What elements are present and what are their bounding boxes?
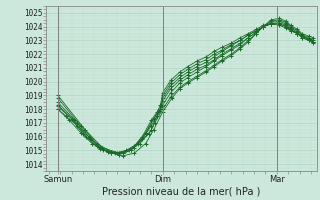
X-axis label: Pression niveau de la mer( hPa ): Pression niveau de la mer( hPa ): [102, 187, 261, 197]
